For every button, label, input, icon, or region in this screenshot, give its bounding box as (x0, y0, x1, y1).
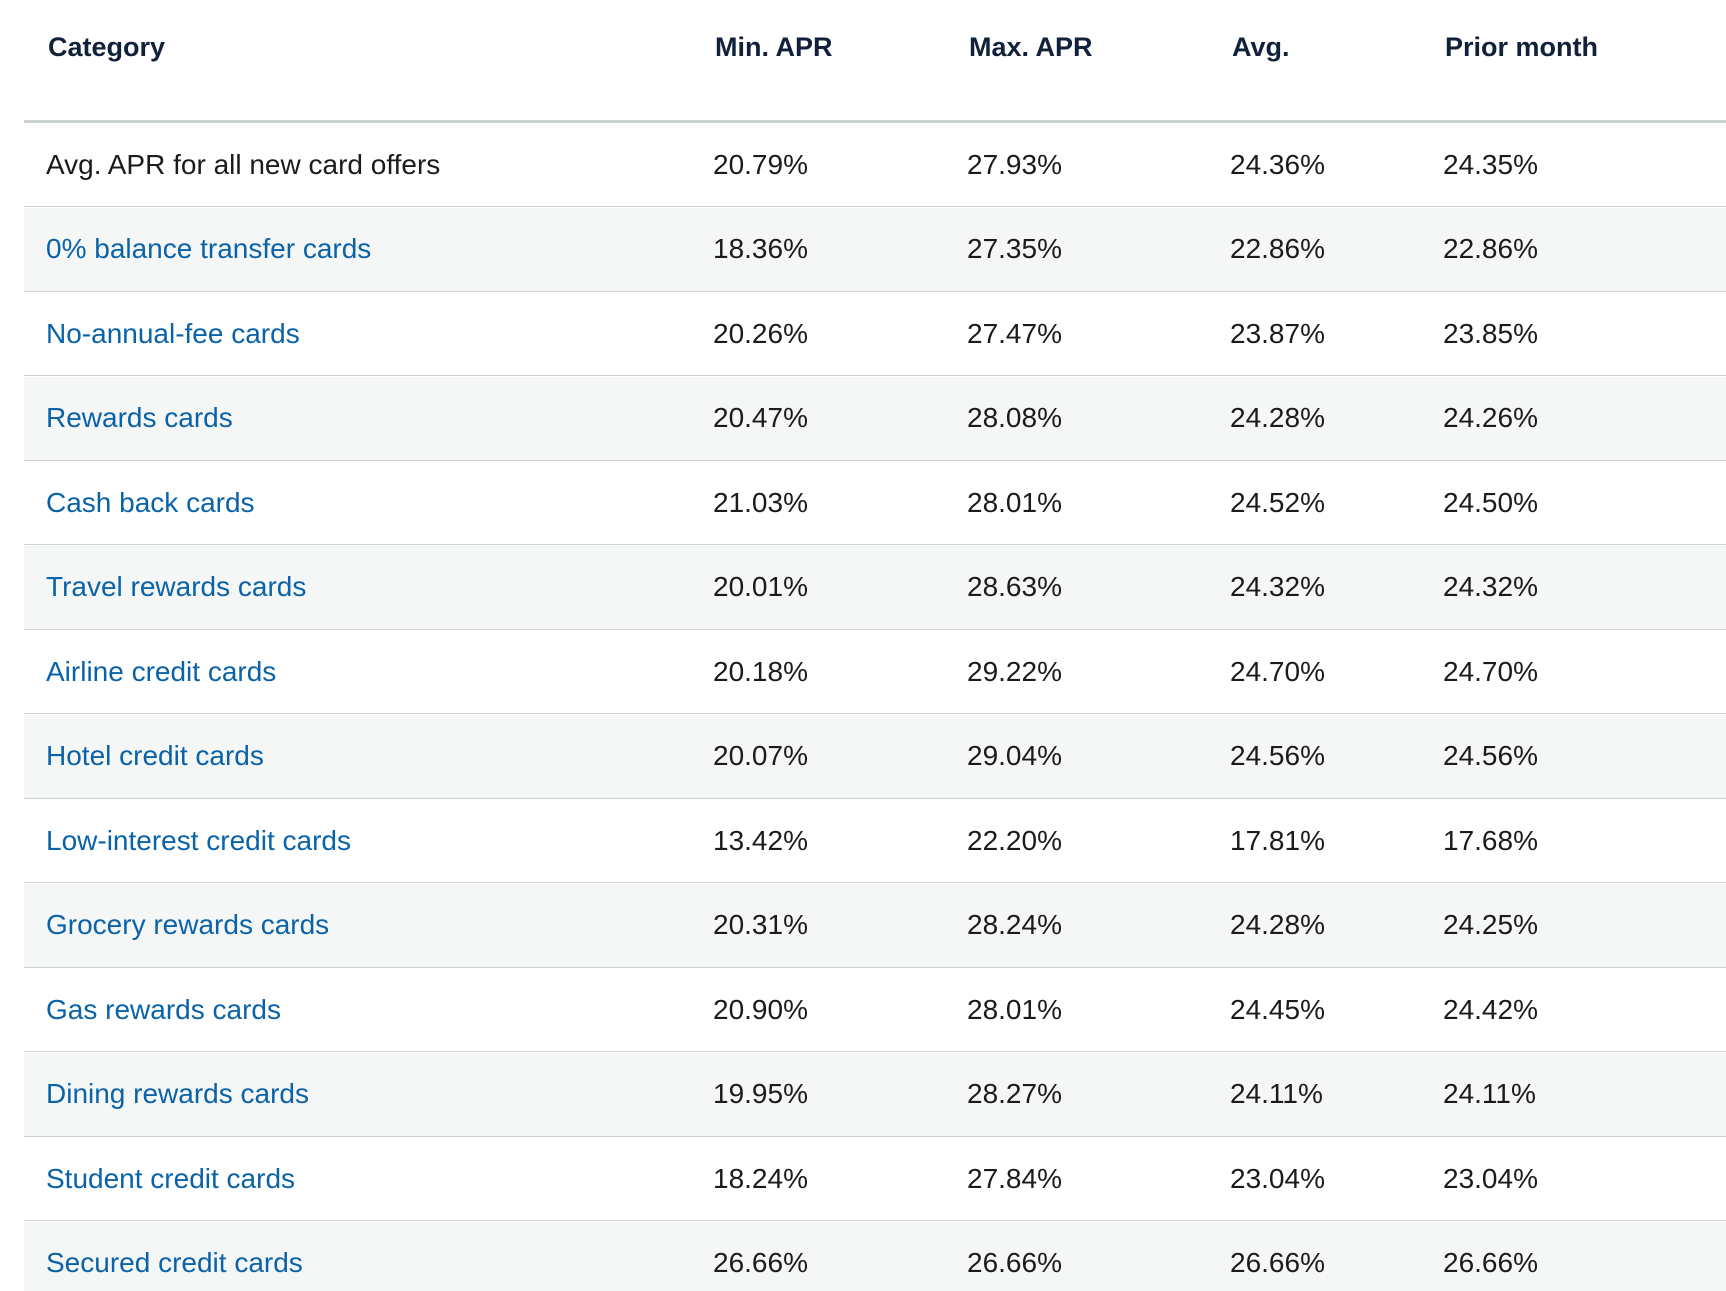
column-header: Category (48, 32, 166, 62)
apr-value: 23.04% (1230, 1162, 1325, 1194)
table-row: Airline credit cards 20.18% 29.22% 24.70% 24… (24, 630, 1726, 714)
category-link[interactable]: Hotel credit cards (46, 740, 264, 771)
apr-table: Category Min. APR Max. APR Avg. Prior month A… (24, 0, 1726, 1291)
apr-value: 26.66% (713, 1247, 808, 1278)
apr-value: 20.26% (713, 317, 808, 349)
category-link[interactable]: 0% balance transfer cards (46, 233, 372, 264)
apr-value: 21.03% (713, 486, 808, 518)
apr-value: 29.22% (967, 655, 1062, 687)
apr-value: 13.42% (713, 824, 808, 856)
apr-value: 20.47% (713, 402, 808, 433)
column-header: Max. APR (969, 32, 1093, 62)
apr-value: 17.68% (1443, 824, 1538, 856)
table-row: Student credit cards 18.24% 27.84% 23.04% 23… (24, 1137, 1726, 1221)
apr-value: 24.26% (1443, 402, 1538, 433)
table-row: Rewards cards 20.47% 28.08% 24.28% 24.26% (24, 376, 1726, 461)
apr-value: 28.24% (967, 909, 1062, 940)
category-link[interactable]: Cash back cards (46, 486, 255, 518)
apr-value: 24.36% (1230, 148, 1325, 180)
apr-value: 24.42% (1443, 993, 1538, 1025)
apr-value: 20.79% (713, 148, 808, 180)
table-row: Cash back cards 21.03% 28.01% 24.52% 24.50% (24, 461, 1726, 545)
category-link[interactable]: Grocery rewards cards (46, 909, 330, 940)
apr-value: 24.32% (1230, 571, 1325, 602)
apr-value: 24.11% (1230, 1078, 1323, 1109)
apr-value: 27.93% (967, 148, 1062, 180)
apr-value: 24.50% (1443, 486, 1538, 518)
column-header: Min. APR (715, 32, 833, 62)
apr-value: 24.52% (1230, 486, 1325, 518)
apr-value: 20.18% (713, 655, 808, 687)
apr-value: 22.86% (1443, 233, 1538, 264)
apr-value: 27.84% (967, 1162, 1062, 1194)
category-link[interactable]: No-annual-fee cards (46, 317, 300, 349)
apr-value: 28.63% (967, 571, 1062, 602)
apr-value: 28.27% (967, 1078, 1062, 1109)
category-link[interactable]: Student credit cards (46, 1162, 296, 1194)
table-row: 0% balance transfer cards 18.36% 27.35% 22.… (24, 207, 1726, 292)
apr-value: 24.28% (1230, 402, 1325, 433)
apr-value: 26.66% (1443, 1247, 1538, 1278)
category-link[interactable]: Airline credit cards (46, 655, 277, 687)
table-row: No-annual-fee cards 20.26% 27.47% 23.87% 23.… (24, 292, 1726, 376)
category-link[interactable]: Rewards cards (46, 402, 233, 433)
table-row: Grocery rewards cards 20.31% 28.24% 24.28% 2… (24, 883, 1726, 968)
apr-value: 23.04% (1443, 1162, 1538, 1194)
apr-value: 22.86% (1230, 233, 1325, 264)
apr-value: 18.36% (713, 233, 808, 264)
table-row: Gas rewards cards 20.90% 28.01% 24.45% 24.42… (24, 968, 1726, 1052)
apr-value: 24.45% (1230, 993, 1325, 1025)
category-link[interactable]: Travel rewards cards (46, 571, 307, 602)
apr-value: 20.07% (713, 740, 808, 771)
apr-value: 23.85% (1443, 317, 1538, 349)
apr-value: 24.70% (1230, 655, 1325, 687)
apr-value: 27.35% (967, 233, 1062, 264)
apr-value: 24.35% (1443, 148, 1538, 180)
apr-value: 19.95% (713, 1078, 808, 1109)
apr-value: 26.66% (967, 1247, 1062, 1278)
column-header: Prior month (1445, 32, 1598, 62)
apr-value: 24.32% (1443, 571, 1538, 602)
apr-value: 22.20% (967, 824, 1062, 856)
apr-value: 28.01% (967, 993, 1062, 1025)
apr-value: 24.56% (1443, 740, 1538, 771)
table-row: Secured credit cards 26.66% 26.66% 26.66% 26… (24, 1221, 1726, 1291)
category-link[interactable]: Gas rewards cards (46, 993, 281, 1025)
apr-value: 27.47% (967, 317, 1062, 349)
column-header: Avg. (1232, 32, 1290, 62)
apr-value: 26.66% (1230, 1247, 1325, 1278)
category-link[interactable]: Low-interest credit cards (46, 824, 352, 856)
category-link[interactable]: Secured credit cards (46, 1247, 303, 1278)
apr-value: 17.81% (1230, 824, 1325, 856)
apr-value: 18.24% (713, 1162, 808, 1194)
category-link[interactable]: Dining rewards cards (46, 1078, 309, 1109)
table-row: Travel rewards cards 20.01% 28.63% 24.32% 24… (24, 545, 1726, 630)
table-row: Hotel credit cards 20.07% 29.04% 24.56% 24.5… (24, 714, 1726, 799)
table-row: Avg. APR for all new card offers 20.79% 27… (24, 123, 1726, 207)
apr-value: 20.90% (713, 993, 808, 1025)
apr-value: 24.56% (1230, 740, 1325, 771)
apr-value: 24.28% (1230, 909, 1325, 940)
table-header: Category Min. APR Max. APR Avg. Prior month (24, 0, 1726, 123)
apr-value: 20.31% (713, 909, 808, 940)
table-row: Dining rewards cards 19.95% 28.27% 24.11% 24… (24, 1052, 1726, 1137)
apr-value: 24.11% (1443, 1078, 1536, 1109)
apr-value: 23.87% (1230, 317, 1325, 349)
apr-value: 24.25% (1443, 909, 1538, 940)
apr-value: 20.01% (713, 571, 808, 602)
category-label: Avg. APR for all new card offers (46, 148, 441, 180)
apr-value: 24.70% (1443, 655, 1538, 687)
apr-value: 29.04% (967, 740, 1062, 771)
apr-value: 28.08% (967, 402, 1062, 433)
apr-value: 28.01% (967, 486, 1062, 518)
table-row: Low-interest credit cards 13.42% 22.20% 17.… (24, 799, 1726, 883)
